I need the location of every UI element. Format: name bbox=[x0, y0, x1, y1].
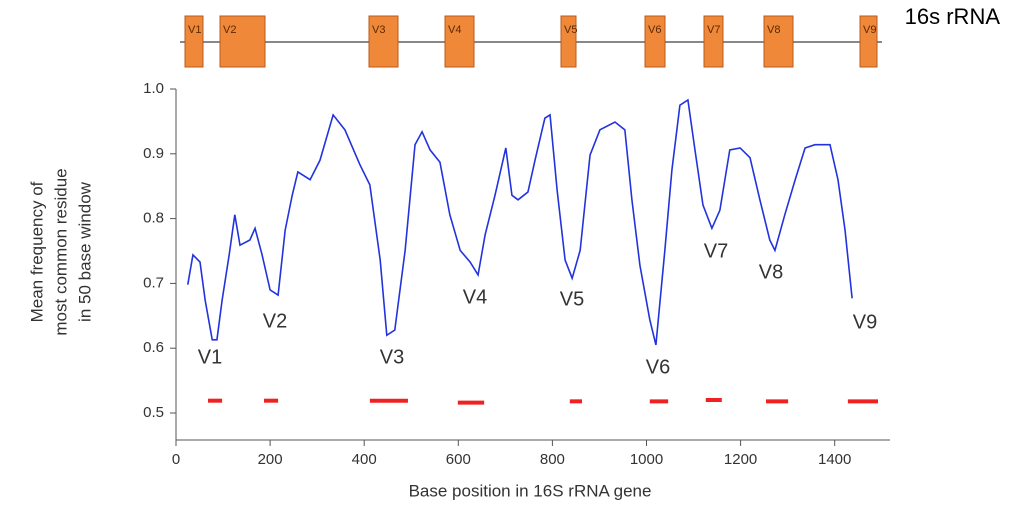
region-box bbox=[444, 15, 475, 68]
y-tick-label: 0.6 bbox=[143, 339, 164, 356]
y-axis-label: in 50 base window bbox=[75, 181, 94, 322]
region-annotation: V9 bbox=[853, 311, 877, 333]
region-label: V9 bbox=[863, 24, 876, 36]
y-tick-label: 0.8 bbox=[143, 210, 164, 227]
x-axis-label: Base position in 16S rRNA gene bbox=[409, 481, 652, 500]
region-box bbox=[644, 15, 666, 68]
region-label: V3 bbox=[372, 24, 385, 36]
region-label: V6 bbox=[648, 24, 661, 36]
x-tick-label: 800 bbox=[540, 451, 565, 468]
x-tick-label: 0 bbox=[172, 451, 180, 468]
region-annotation: V8 bbox=[759, 261, 783, 283]
region-annotation: V3 bbox=[380, 346, 404, 368]
region-label: V2 bbox=[223, 24, 236, 36]
data-line bbox=[186, 98, 853, 346]
x-tick-label: 400 bbox=[352, 451, 377, 468]
region-box bbox=[560, 15, 577, 68]
gene-title: 16s rRNA bbox=[905, 4, 1001, 29]
region-annotation: V6 bbox=[646, 356, 670, 378]
region-label: V7 bbox=[707, 24, 720, 36]
x-tick-label: 600 bbox=[446, 451, 471, 468]
region-annotation: V1 bbox=[198, 346, 222, 368]
region-box bbox=[763, 15, 794, 68]
y-tick-label: 0.9 bbox=[143, 145, 164, 162]
region-annotation: V7 bbox=[704, 240, 728, 262]
region-box bbox=[859, 15, 878, 68]
x-tick-label: 1200 bbox=[724, 451, 757, 468]
y-tick-label: 0.7 bbox=[143, 274, 164, 291]
y-axis-label: Mean frequency of bbox=[27, 181, 46, 322]
region-label: V1 bbox=[188, 24, 201, 36]
region-label: V4 bbox=[448, 24, 461, 36]
region-box bbox=[703, 15, 724, 68]
region-annotation: V5 bbox=[560, 288, 584, 310]
y-axis-label: most common residue bbox=[51, 168, 70, 335]
region-annotation: V2 bbox=[263, 310, 287, 332]
region-box bbox=[219, 15, 266, 68]
y-tick-label: 1.0 bbox=[143, 80, 164, 97]
region-annotation: V4 bbox=[463, 286, 487, 308]
x-tick-label: 1000 bbox=[630, 451, 663, 468]
region-box bbox=[368, 15, 399, 68]
y-tick-label: 0.5 bbox=[143, 404, 164, 421]
region-label: V5 bbox=[564, 24, 577, 36]
region-box bbox=[184, 15, 204, 68]
x-tick-label: 1400 bbox=[818, 451, 851, 468]
region-label: V8 bbox=[767, 24, 780, 36]
x-tick-label: 200 bbox=[258, 451, 283, 468]
